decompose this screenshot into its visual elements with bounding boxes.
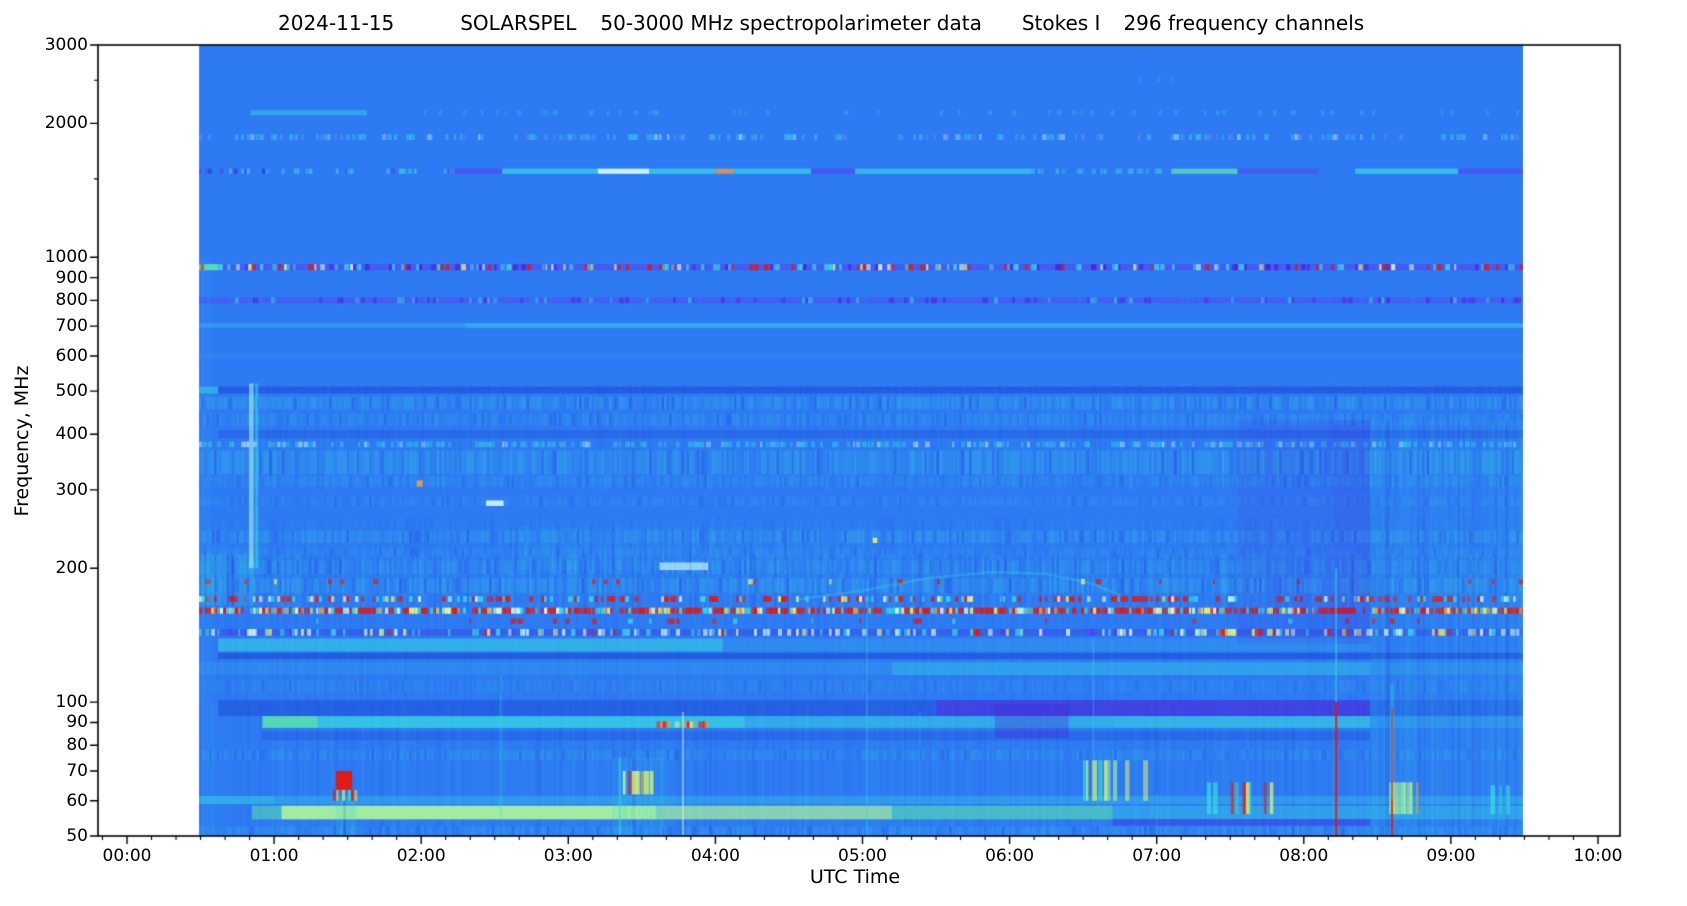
y-tick-label: 900 — [55, 267, 88, 288]
x-tick-label: 03:00 — [543, 846, 593, 866]
title-instrument: SOLARSPEL — [460, 11, 577, 35]
title-stokes: Stokes I — [1021, 11, 1101, 35]
y-tick-label: 700 — [55, 316, 88, 337]
title-date: 2024-11-15 — [278, 11, 395, 35]
y-tick-label: 100 — [55, 692, 88, 713]
y-tick-label: 90 — [66, 712, 88, 733]
y-tick-label: 3000 — [44, 35, 88, 55]
y-tick-label: 50 — [66, 826, 88, 846]
y-tick-label: 200 — [55, 558, 88, 579]
y-tick-label: 70 — [66, 760, 88, 781]
title-description: 50-3000 MHz spectropolarimeter data — [600, 11, 982, 35]
x-tick-label: 00:00 — [102, 846, 152, 866]
y-tick-label: 60 — [66, 790, 88, 811]
x-tick-label: 08:00 — [1279, 846, 1329, 866]
y-tick-label: 1000 — [44, 247, 88, 268]
x-tick-label: 06:00 — [985, 846, 1035, 866]
x-tick-label: 05:00 — [838, 846, 887, 866]
x-tick-label: 01:00 — [249, 846, 299, 866]
y-tick-label: 300 — [55, 479, 88, 500]
x-tick-label: 04:00 — [690, 846, 740, 866]
plot-title: 2024-11-15 SOLARSPEL 50-3000 MHz spectro… — [278, 11, 1364, 35]
y-tick-label: 500 — [55, 381, 88, 402]
y-tick-label: 600 — [55, 345, 88, 366]
x-tick-label: 09:00 — [1426, 846, 1476, 866]
x-tick-label: 02:00 — [396, 846, 446, 866]
x-tick-label: 10:00 — [1573, 846, 1623, 866]
y-tick-label: 800 — [55, 290, 88, 311]
y-tick-label: 80 — [66, 735, 88, 756]
x-tick-label: 07:00 — [1132, 846, 1182, 866]
y-tick-label: 400 — [55, 424, 88, 445]
x-axis-label: UTC Time — [809, 866, 901, 888]
y-tick-label: 2000 — [44, 113, 88, 134]
title-channels: 296 frequency channels — [1123, 11, 1365, 35]
